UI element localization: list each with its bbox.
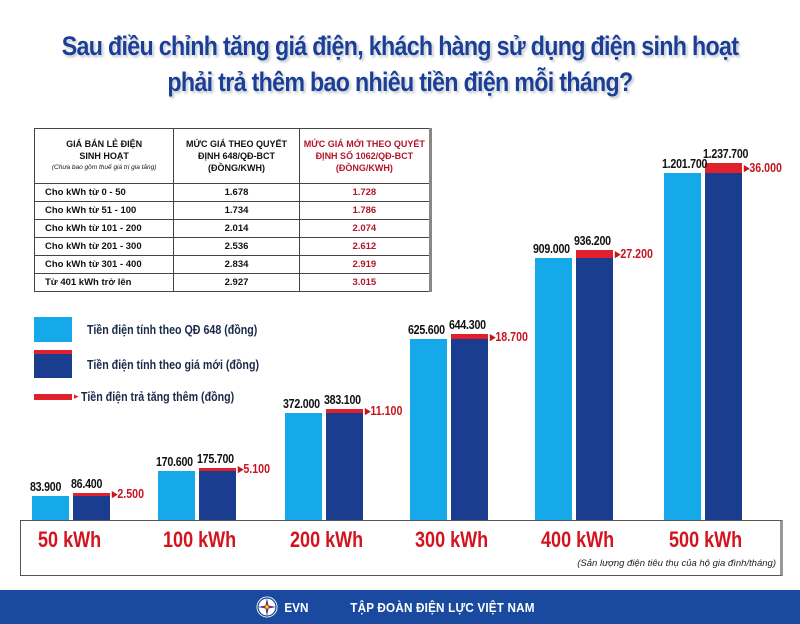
value-label-increase: ▸36.000 [744, 159, 782, 175]
tier-cell: Cho kWh từ 0 - 50 [33, 183, 175, 202]
bar-new-400-kwh [576, 257, 613, 520]
bar-old-200-kwh [285, 412, 322, 520]
bar-old-500-kwh [664, 173, 701, 520]
evn-logo-text: EVN [284, 599, 309, 615]
value-label-new: 1.237.700 [703, 145, 749, 161]
value-label-old: 909.000 [533, 240, 570, 256]
bar-new-50-kwh [73, 495, 110, 520]
legend-swatch-old [34, 317, 72, 342]
x-axis-note: (Sản lượng điện tiêu thụ của hộ gia đình… [577, 558, 776, 569]
price-table: GIÁ BÁN LẺ ĐIỆN SINH HOẠT (Chưa bao gồm … [33, 128, 432, 292]
bar-increase-400-kwh [576, 249, 613, 258]
new-price-cell: 2.612 [298, 237, 432, 256]
evn-logo: EVN [255, 595, 310, 619]
header-tier: GIÁ BÁN LẺ ĐIỆN SINH HOẠT (Chưa bao gồm … [33, 128, 175, 184]
value-label-new: 644.300 [449, 316, 486, 332]
bar-new-500-kwh [705, 173, 742, 520]
value-label-new: 936.200 [574, 232, 611, 248]
bar-increase-300-kwh [451, 333, 488, 340]
bar-new-300-kwh [451, 339, 488, 520]
table-row: Từ 401 kWh trở lên 2.927 3.015 [33, 273, 432, 292]
value-label-new: 175.700 [197, 450, 234, 466]
old-price-cell: 1.678 [173, 183, 300, 202]
legend-swatch-increase [34, 393, 72, 400]
evn-compass-icon [255, 595, 279, 619]
bar-old-400-kwh [535, 257, 572, 520]
legend-item-new: Tiền điện tính theo giá mới (đồng) [34, 350, 297, 378]
legend-swatch-new [34, 350, 72, 378]
table-row: Cho kWh từ 301 - 400 2.834 2.919 [33, 255, 432, 274]
value-label-new: 383.100 [324, 392, 361, 408]
footer-bar: EVN TẬP ĐOÀN ĐIỆN LỰC VIỆT NAM [0, 590, 800, 624]
bar-old-50-kwh [32, 495, 69, 520]
old-price-cell: 1.734 [173, 201, 300, 220]
value-label-increase: ▸2.500 [112, 486, 145, 502]
page-title: Sau điều chỉnh tăng giá điện, khách hàng… [56, 28, 744, 100]
value-label-old: 1.201.700 [662, 156, 708, 171]
table-header-row: GIÁ BÁN LẺ ĐIỆN SINH HOẠT (Chưa bao gồm … [33, 128, 432, 184]
legend-item-old: Tiền điện tính theo QĐ 648 (đồng) [34, 317, 295, 342]
bar-new-200-kwh [326, 412, 363, 520]
tier-cell: Cho kWh từ 101 - 200 [33, 219, 175, 238]
tier-cell: Cho kWh từ 301 - 400 [33, 255, 175, 274]
value-label-old: 372.000 [283, 395, 320, 411]
value-label-increase: ▸27.200 [615, 245, 653, 261]
value-label-increase: ▸11.100 [365, 402, 403, 418]
tier-cell: Từ 401 kWh trở lên [33, 273, 175, 292]
header-old-price: MỨC GIÁ THEO QUYẾT ĐỊNH 648/QĐ-BCT (ĐỒNG… [173, 128, 300, 184]
bar-increase-200-kwh [326, 409, 363, 413]
legend-label-new: Tiền điện tính theo giá mới (đồng) [87, 356, 260, 372]
header-tier-note: (Chưa bao gồm thuế giá trị gia tăng) [51, 164, 157, 171]
new-price-cell: 1.786 [298, 201, 432, 220]
value-label-old: 170.600 [156, 453, 193, 469]
x-axis-box [20, 520, 783, 576]
new-price-cell: 2.919 [298, 255, 432, 274]
arrow-icon: ▸ [74, 391, 79, 401]
header-tier-label: GIÁ BÁN LẺ ĐIỆN SINH HOẠT [66, 139, 143, 161]
table-row: Cho kWh từ 201 - 300 2.536 2.612 [33, 237, 432, 256]
new-price-cell: 2.074 [298, 219, 432, 238]
bar-increase-50-kwh [73, 492, 110, 496]
bar-increase-100-kwh [199, 467, 236, 471]
old-price-cell: 2.834 [173, 255, 300, 274]
title-line-2: phải trả thêm bao nhiêu tiền điện mỗi th… [167, 67, 633, 97]
old-price-cell: 2.536 [173, 237, 300, 256]
header-new-price: MỨC GIÁ MỚI THEO QUYẾT ĐỊNH SỐ 1062/QĐ-B… [298, 128, 432, 184]
value-label-increase: ▸18.700 [490, 328, 528, 344]
bar-increase-500-kwh [705, 162, 742, 173]
tier-cell: Cho kWh từ 201 - 300 [33, 237, 175, 256]
title-line-1: Sau điều chỉnh tăng giá điện, khách hàng… [61, 31, 739, 61]
legend-label-increase: Tiền điện trả tăng thêm (đồng) [80, 389, 234, 404]
value-label-old: 625.600 [408, 322, 445, 338]
legend-label-old: Tiền điện tính theo QĐ 648 (đồng) [87, 322, 258, 337]
tier-cell: Cho kWh từ 51 - 100 [33, 201, 175, 220]
table-row: Cho kWh từ 101 - 200 2.014 2.074 [33, 219, 432, 238]
new-price-cell: 3.015 [298, 273, 432, 292]
table-row: Cho kWh từ 0 - 50 1.678 1.728 [33, 183, 432, 202]
old-price-cell: 2.927 [173, 273, 300, 292]
org-name: TẬP ĐOÀN ĐIỆN LỰC VIỆT NAM [350, 599, 535, 615]
old-price-cell: 2.014 [173, 219, 300, 238]
new-price-cell: 1.728 [298, 183, 432, 202]
value-label-old: 83.900 [30, 478, 62, 494]
value-label-increase: ▸5.100 [238, 461, 271, 477]
bar-old-100-kwh [158, 470, 195, 520]
legend-item-increase: ▸ Tiền điện trả tăng thêm (đồng) [34, 389, 267, 404]
bar-old-300-kwh [410, 339, 447, 520]
value-label-new: 86.400 [71, 475, 103, 491]
bar-new-100-kwh [199, 470, 236, 520]
table-row: Cho kWh từ 51 - 100 1.734 1.786 [33, 201, 432, 220]
